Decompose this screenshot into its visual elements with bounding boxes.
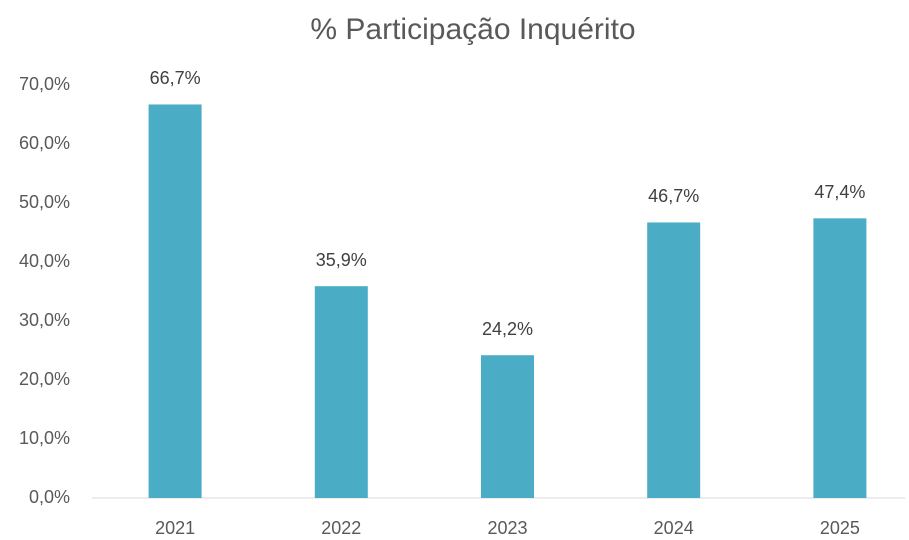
y-tick-label: 60,0% <box>19 133 70 153</box>
bar <box>481 355 534 498</box>
x-tick-label: 2021 <box>155 518 195 538</box>
y-tick-label: 70,0% <box>19 74 70 94</box>
x-tick-label: 2024 <box>654 518 694 538</box>
x-tick-label: 2025 <box>820 518 860 538</box>
y-tick-label: 30,0% <box>19 310 70 330</box>
bar <box>813 218 867 498</box>
y-tick-label: 0,0% <box>29 487 70 507</box>
data-label: 35,9% <box>316 250 367 270</box>
bar <box>148 104 202 498</box>
bar <box>314 286 368 498</box>
x-tick-label: 2023 <box>487 518 527 538</box>
data-label: 46,7% <box>648 186 699 206</box>
y-tick-label: 20,0% <box>19 369 70 389</box>
x-tick-label: 2022 <box>321 518 361 538</box>
y-tick-label: 10,0% <box>19 428 70 448</box>
chart-title: % Participação Inquérito <box>310 13 635 46</box>
y-tick-label: 40,0% <box>19 251 70 271</box>
data-label: 24,2% <box>482 319 533 339</box>
bar <box>647 222 701 498</box>
y-tick-label: 50,0% <box>19 192 70 212</box>
data-label: 66,7% <box>150 68 201 88</box>
data-label: 47,4% <box>814 182 865 202</box>
